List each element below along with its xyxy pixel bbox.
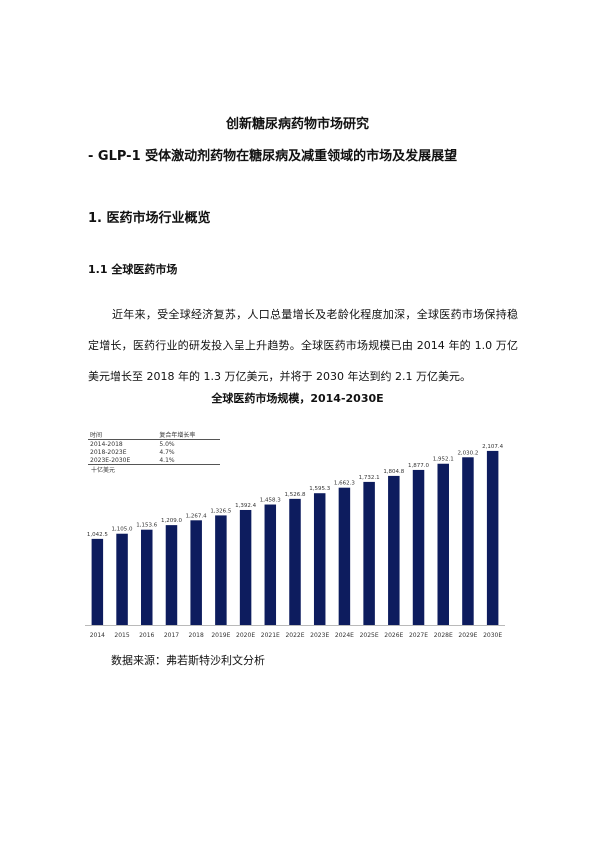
cagr-header-rate: 复合年增长率 [157, 430, 220, 440]
cagr-period: 2023E-2030E [88, 456, 158, 465]
subsection-heading: 1.1 全球医药市场 [88, 263, 178, 276]
x-tick-label-2022E: 2022E [285, 632, 304, 639]
bar-2029E [462, 457, 474, 625]
bar-2024E [338, 487, 351, 625]
cagr-rate: 4.7% [159, 448, 175, 456]
x-tick-label-2014: 2014 [90, 632, 105, 639]
table-row: 2018-2023E 4.7% [88, 448, 220, 456]
section-heading: 1. 医药市场行业概览 [88, 211, 211, 226]
x-tick-label-2016: 2016 [139, 632, 154, 639]
value-label-2021E: 1,458.3 [260, 498, 281, 504]
x-tick-label-2015: 2015 [114, 632, 129, 639]
value-label-2025E: 1,732.1 [359, 475, 380, 481]
bar-2022E [289, 498, 301, 625]
bar-2014 [91, 538, 104, 625]
x-tick-label-2023E: 2023E [310, 632, 329, 639]
bar-2023E [313, 493, 326, 625]
cagr-header-period: 时间 [88, 430, 158, 440]
value-label-2018: 1,267.4 [186, 513, 207, 519]
document-subtitle: - GLP-1 受体激动剂药物在糖尿病及减重领域的市场及发展展望 [88, 149, 458, 164]
bar-2028E [437, 463, 449, 625]
x-tick-label-2018: 2018 [189, 632, 204, 639]
cagr-rate: 5.0% [159, 440, 175, 448]
value-label-2023E: 1,595.3 [309, 486, 330, 492]
bar-2030E [486, 450, 499, 625]
value-label-2022E: 1,526.8 [285, 492, 306, 498]
bar-2015 [116, 533, 128, 625]
value-label-2027E: 1,877.0 [408, 463, 429, 469]
bar-2017 [165, 525, 178, 625]
bar-2025E [363, 481, 375, 625]
x-tick-label-2017: 2017 [164, 632, 179, 639]
x-tick-label-2021E: 2021E [261, 632, 280, 639]
cagr-period: 2018-2023E [90, 448, 127, 456]
value-label-2028E: 1,952.1 [433, 457, 454, 463]
bar-2026E [388, 475, 400, 625]
bar-2021E [264, 504, 277, 625]
market-size-bar-chart: 1,042.5 2014 1,105.0 2015 1,153.6 2016 1,209.0… [85, 444, 505, 639]
value-label-2030E: 2,107.4 [482, 444, 503, 450]
bar-2020E [239, 509, 252, 625]
x-tick-label-2020E: 2020E [236, 632, 255, 639]
cagr-table-header: 时间 复合年增长率 [88, 430, 220, 440]
value-label-2014: 1,042.5 [87, 532, 108, 538]
table-row: 2023E-2030E 4.1% [88, 456, 220, 465]
cagr-period: 2014-2018 [90, 440, 123, 448]
x-tick-label-2029E: 2029E [458, 632, 477, 639]
value-label-2015: 1,105.0 [112, 527, 133, 533]
document-title: 创新糖尿病药物市场研究 [225, 117, 369, 132]
chart-unit-label: 十亿美元 [91, 467, 116, 474]
bar-2016 [141, 529, 153, 625]
cagr-table: 时间 复合年增长率 2014-2018 5.0% 2018-2023E 4.7%… [88, 430, 220, 465]
x-tick-label-2027E: 2027E [409, 632, 428, 639]
cagr-rate: 4.1% [157, 456, 220, 465]
value-label-2016: 1,153.6 [136, 523, 157, 529]
x-tick-label-2030E: 2030E [483, 632, 502, 639]
value-label-2024E: 1,662.3 [334, 481, 355, 487]
x-tick-label-2019E: 2019E [211, 632, 230, 639]
value-label-2020E: 1,392.4 [235, 503, 256, 509]
x-tick-label-2025E: 2025E [360, 632, 379, 639]
x-tick-label-2028E: 2028E [434, 632, 453, 639]
value-label-2029E: 2,030.2 [457, 450, 478, 456]
data-source: 数据来源：弗若斯特沙利文分析 [111, 654, 265, 667]
x-tick-label-2024E: 2024E [335, 632, 354, 639]
value-label-2017: 1,209.0 [161, 518, 182, 524]
figure-title: 全球医药市场规模，2014-2030E [211, 392, 384, 405]
x-tick-label-2026E: 2026E [384, 632, 403, 639]
bar-2019E [215, 515, 227, 625]
table-row: 2014-2018 5.0% [88, 440, 220, 449]
bar-2018 [190, 520, 202, 625]
bar-2027E [412, 469, 425, 625]
value-label-2019E: 1,326.5 [210, 508, 231, 514]
value-label-2026E: 1,804.8 [383, 469, 404, 475]
body-paragraph: 近年来，受全球经济复苏，人口总量增长及老龄化程度加深，全球医药市场保持稳定增长，… [88, 308, 518, 383]
